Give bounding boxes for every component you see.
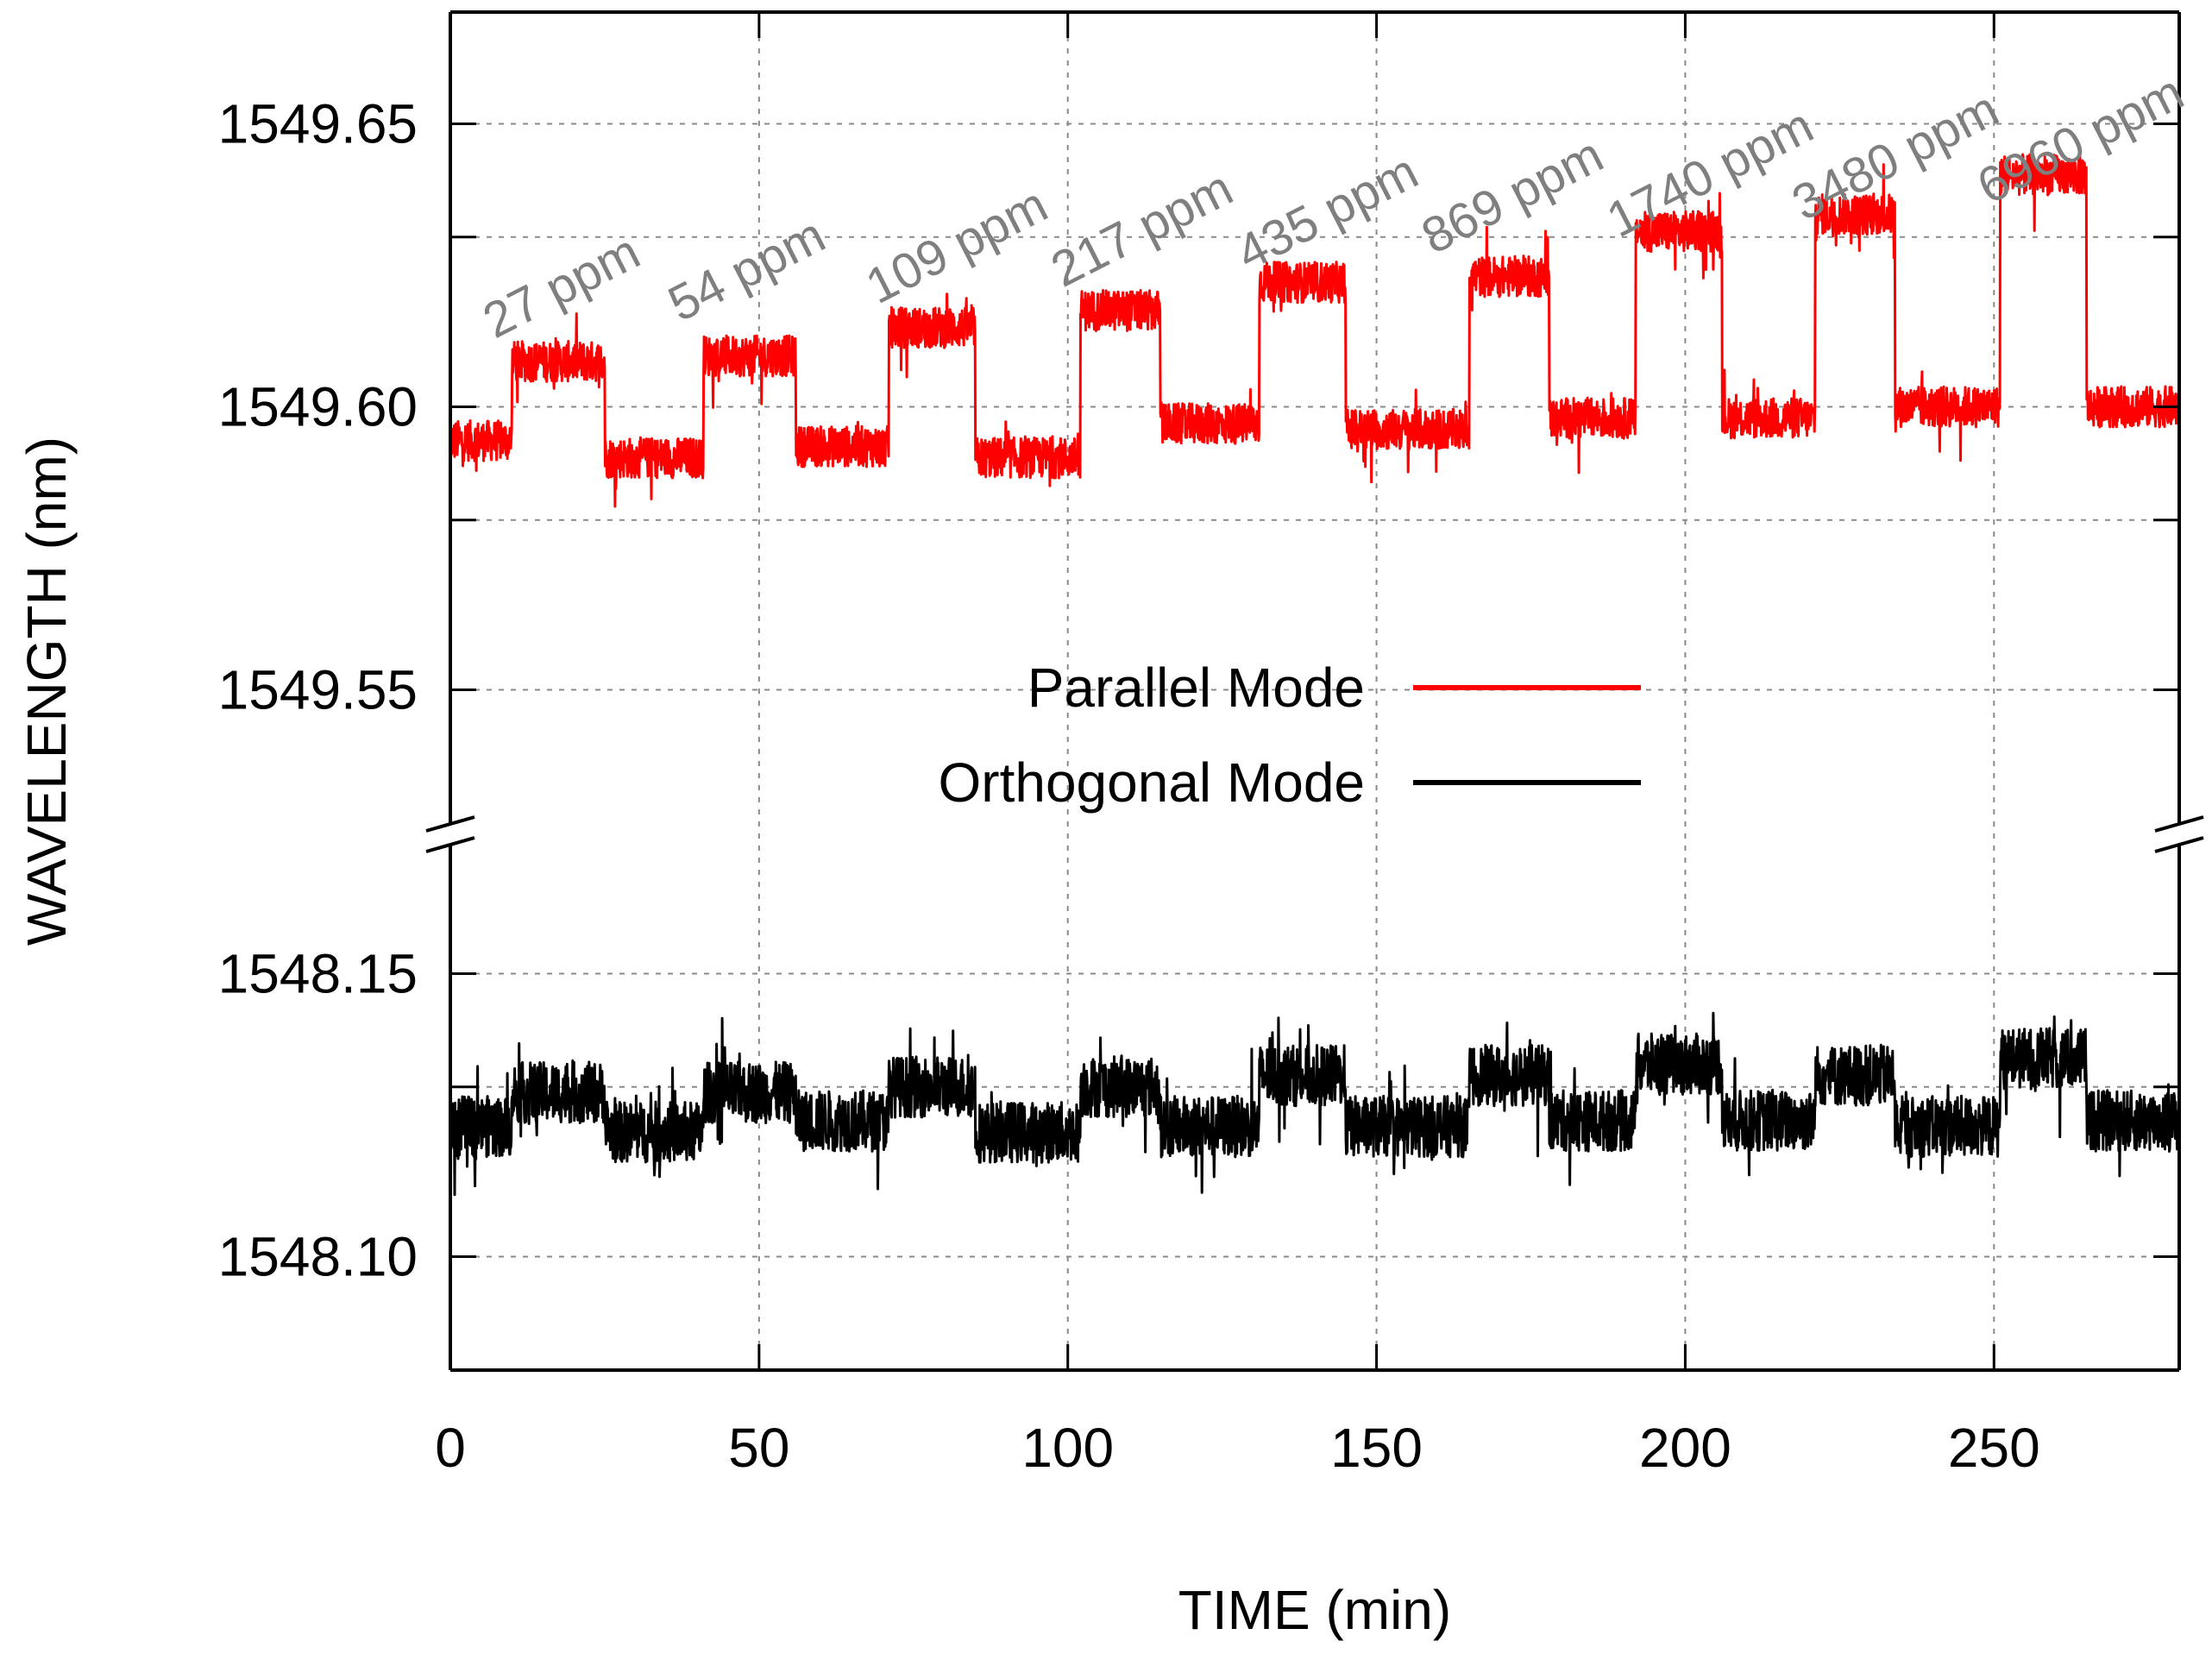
- x-tick-label: 0: [435, 1417, 466, 1479]
- parallel-mode-series-line: [449, 153, 2181, 508]
- x-tick-label: 150: [1330, 1417, 1423, 1479]
- axis-break-mark-right: [2154, 815, 2204, 833]
- axis-break-mark-left: [425, 836, 475, 853]
- axis-break-mark-left: [425, 815, 475, 833]
- y-tick-label: 1548.10: [218, 1226, 418, 1288]
- data-layer: [449, 153, 2181, 1197]
- x-axis-title: TIME (min): [1178, 1579, 1451, 1641]
- axis-break-mark-right: [2154, 836, 2204, 853]
- y-tick-label: 1549.65: [218, 93, 418, 155]
- y-axis-title: WAVELENGTH (nm): [16, 437, 78, 946]
- frame-layer: [425, 10, 2204, 1372]
- plot-area-background: [450, 12, 2179, 1370]
- orthogonal-mode-series-line: [449, 1011, 2181, 1197]
- y-tick-label: 1549.55: [218, 659, 418, 721]
- x-tick-label: 100: [1021, 1417, 1114, 1479]
- legend-label: Orthogonal Mode: [938, 751, 1365, 814]
- y-tick-label: 1549.60: [218, 376, 418, 438]
- x-tick-label: 200: [1639, 1417, 1731, 1479]
- x-tick-label: 250: [1948, 1417, 2040, 1479]
- legend: Parallel Mode Orthogonal Mode: [938, 657, 1641, 814]
- grid-layer: [450, 12, 2179, 1370]
- x-tick-label: 50: [728, 1417, 789, 1479]
- y-tick-label: 1548.15: [218, 943, 418, 1005]
- legend-label: Parallel Mode: [1027, 657, 1365, 719]
